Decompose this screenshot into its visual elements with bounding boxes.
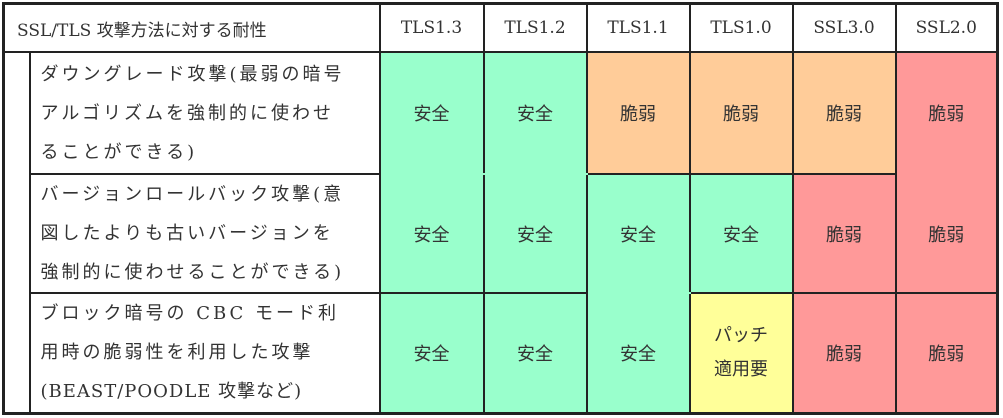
cell-vulnerable: 脆弱 [894, 173, 999, 294]
col-ssl30: SSL3.0 [791, 2, 897, 53]
cell-vulnerable: 脆弱 [791, 51, 897, 175]
patch-line: パッチ [714, 324, 768, 346]
table-title: SSL/TLS 攻撃方法に対する耐性 [2, 2, 381, 53]
cell-vulnerable: 脆弱 [894, 51, 999, 175]
label-line: ダウングレード攻撃(最弱の暗号 [40, 63, 345, 85]
cell-safe: 安全 [482, 51, 588, 175]
col-tls11: TLS1.1 [585, 2, 691, 53]
label-line: 強制的に使わせることができる) [40, 262, 345, 283]
cell-vulnerable: 脆弱 [585, 51, 691, 175]
cell-safe: 安全 [378, 51, 485, 175]
label-line: 用時の脆弱性を利用した攻撃 [40, 342, 314, 364]
cell-vulnerable: 脆弱 [791, 173, 897, 294]
label-line: アルゴリズムを強制的に使わせ [40, 102, 334, 124]
table-row: ダウングレード攻撃(最弱の暗号 アルゴリズムを強制的に使わせ ることができる) … [2, 51, 999, 413]
row-label-rollback: バージョンロールバック攻撃(意 図したよりも古いバージョンを 強制的に使わせるこ… [28, 173, 381, 294]
label-line: (BEAST/POODLE 攻撃など) [40, 381, 303, 403]
cell-safe: 安全 [688, 173, 794, 294]
row-label-cbc: ブロック暗号の CBC モード利 用時の脆弱性を利用した攻撃 (BEAST/PO… [28, 292, 381, 414]
patch-line: 適用要 [714, 358, 768, 380]
cell-safe: 安全 [482, 173, 588, 294]
col-tls10: TLS1.0 [688, 2, 794, 53]
col-tls13: TLS1.3 [378, 2, 485, 53]
label-line: ることができる) [40, 141, 198, 163]
table-row: バージョンロールバック攻撃(意 図したよりも古いバージョンを 強制的に使わせるこ… [4, 173, 999, 294]
header-row: SSL/TLS 攻撃方法に対する耐性 TLS1.3 TLS1.2 TLS1.1 … [2, 2, 999, 53]
cell-vulnerable: 脆弱 [791, 292, 897, 414]
col-ssl20: SSL2.0 [894, 2, 999, 53]
cell-safe: 安全 [378, 292, 485, 414]
cell-safe: 安全 [585, 292, 691, 414]
table-row: ブロック暗号の CBC モード利 用時の脆弱性を利用した攻撃 (BEAST/PO… [4, 292, 999, 414]
label-line: ブロック暗号の CBC モード利 [40, 303, 340, 325]
cell-safe: 安全 [585, 173, 691, 294]
cell-safe: 安全 [378, 173, 485, 294]
indent-spacer [2, 52, 30, 413]
cell-vulnerable: 脆弱 [894, 292, 999, 414]
label-line: バージョンロールバック攻撃(意 [40, 184, 345, 205]
cell-safe: 安全 [482, 292, 588, 414]
col-tls12: TLS1.2 [482, 2, 588, 53]
label-line: 図したよりも古いバージョンを [40, 223, 334, 244]
cell-patch-required: パッチ 適用要 [688, 292, 794, 414]
cell-vulnerable: 脆弱 [688, 51, 794, 175]
row-label-downgrade: ダウングレード攻撃(最弱の暗号 アルゴリズムを強制的に使わせ ることができる) [28, 51, 381, 175]
